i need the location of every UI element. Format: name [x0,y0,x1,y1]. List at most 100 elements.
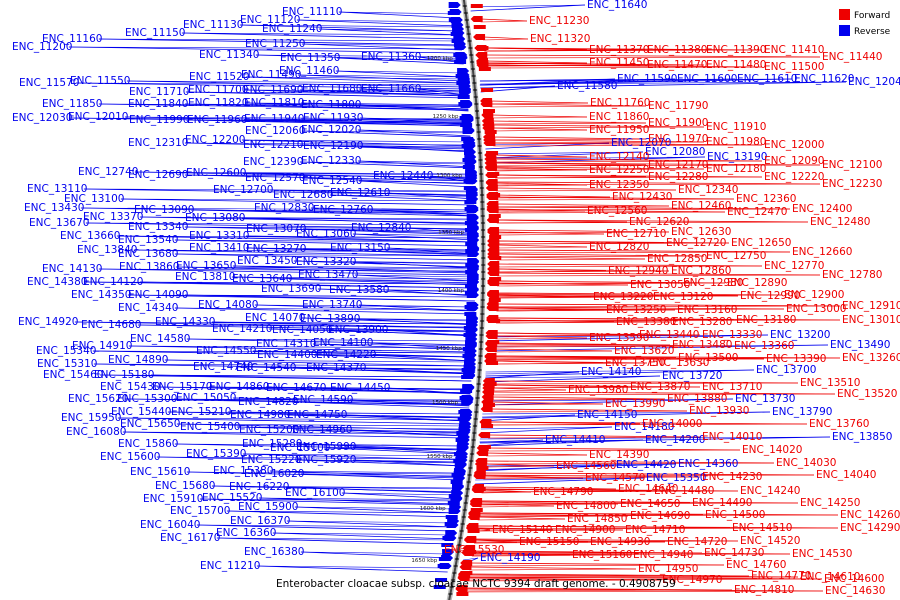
gene-label-reverse: ENC_11130 [183,19,243,31]
connector-line-forward [495,174,763,178]
connector-line-reverse [313,354,473,362]
gene-label-reverse: ENC_12840 [351,222,411,234]
gene-label-reverse: ENC_11600 [677,73,737,85]
gene-label-reverse: ENC_15200 [239,424,299,436]
connector-line-forward [483,472,815,476]
connector-line-reverse [485,371,580,375]
connector-line-forward [489,423,641,426]
connector-line-forward [471,554,632,557]
connector-line-reverse [301,43,462,47]
connector-line-reverse [302,228,476,236]
gene-mark-reverse [461,368,474,372]
gene-mark-forward [460,571,473,575]
gene-label-forward: ENC_14010 [702,431,762,443]
connector-line-forward [481,488,739,492]
gene-label-forward: ENC_12140 [589,151,649,163]
gene-label-forward: ENC_13880 [667,393,727,405]
gene-label-forward: ENC_11980 [706,136,766,148]
gene-label-forward: ENC_14020 [742,444,802,456]
connector-line-reverse [139,281,476,285]
connector-line-forward [465,589,733,592]
gene-label-forward: ENC_11320 [530,33,590,45]
gene-mark-forward [460,560,473,566]
gene-label-reverse: ENC_15900 [238,501,298,513]
gene-mark-forward [478,445,491,449]
connector-line-reverse [211,485,461,489]
connector-line-reverse [285,486,461,494]
gene-label-forward: ENC_11440 [822,51,882,63]
gene-label-forward: ENC_12180 [706,163,766,175]
gene-label-reverse: ENC_13310 [189,230,249,242]
gene-label-reverse: ENC_12740 [78,166,138,178]
gene-label-reverse: ENC_11940 [244,113,304,125]
connector-line-forward [483,475,584,479]
gene-label-reverse: ENC_15390 [186,448,246,460]
connector-line-forward [494,350,613,353]
connector-line-forward [481,489,532,493]
gene-mark-reverse [458,424,471,430]
gene-label-forward: ENC_11480 [706,59,766,71]
connector-line-reverse [117,417,468,421]
connector-line-reverse [272,532,454,540]
gene-label-reverse: ENC_11680 [302,83,362,95]
legend-reverse-label: Reverse [854,27,891,37]
connector-line-reverse [357,129,471,137]
gene-label-forward: ENC_12280 [648,171,708,183]
gene-label-reverse: ENC_15310 [37,358,97,370]
connector-line-reverse [98,38,462,42]
connector-line-reverse [258,497,459,501]
connector-line-reverse [301,130,471,134]
connector-line-reverse [249,366,472,370]
connector-line-forward [491,122,647,125]
connector-line-forward [496,206,791,210]
connector-line-forward [496,305,841,308]
connector-line-reverse [302,248,476,256]
connector-line-forward [467,574,799,578]
connector-line-forward [496,219,628,223]
gene-mark-reverse [467,237,480,243]
gene-mark-reverse [441,543,454,547]
connector-line-reverse [362,367,472,371]
gene-mark-forward [480,406,493,412]
gene-label-reverse: ENC_14820 [238,396,298,408]
connector-line-reverse [176,423,468,431]
gene-label-forward: ENC_14520 [740,535,800,547]
connector-line-reverse [358,180,474,184]
gene-mark-reverse [462,347,475,351]
gene-mark-forward [485,185,498,191]
gene-mark-reverse [462,165,475,169]
gene-label-reverse: ENC_12010 [68,111,128,123]
connector-line-forward [479,501,619,505]
connector-line-reverse [463,557,479,561]
gene-label-forward: ENC_12900 [784,289,844,301]
connector-line-forward [496,221,628,224]
gene-label-forward: ENC_14500 [705,509,765,521]
connector-line-forward [490,408,688,412]
gene-label-reverse: ENC_14080 [198,299,258,311]
connector-line-reverse [298,443,466,451]
connector-line-reverse [358,304,475,308]
connector-line-forward [494,160,763,163]
gene-label-reverse: ENC_15650 [120,418,180,430]
connector-line-reverse [385,289,475,297]
connector-line-reverse [386,247,476,255]
connector-line-reverse [122,431,467,439]
connector-line-forward [496,294,652,298]
gene-label-reverse: ENC_14220 [316,349,376,361]
gene-mark-forward [470,16,483,22]
connector-line-reverse [255,54,464,62]
gene-label-reverse: ENC_12700 [213,184,273,196]
gene-label-forward: ENC_14530 [792,548,852,560]
gene-label-reverse: ENC_14960 [292,424,352,436]
connector-line-reverse [297,74,466,82]
connector-line-reverse [176,423,468,427]
connector-line-forward [491,403,604,406]
gene-label-reverse: ENC_14200 [645,434,705,446]
gene-label-reverse: ENC_14910 [72,340,132,352]
connector-line-forward [494,162,647,166]
connector-line-forward [497,233,605,236]
gene-label-reverse: ENC_12080 [645,146,705,158]
connector-line-forward [474,538,739,542]
connector-line-reverse [196,524,455,528]
connector-line-reverse [245,247,476,251]
